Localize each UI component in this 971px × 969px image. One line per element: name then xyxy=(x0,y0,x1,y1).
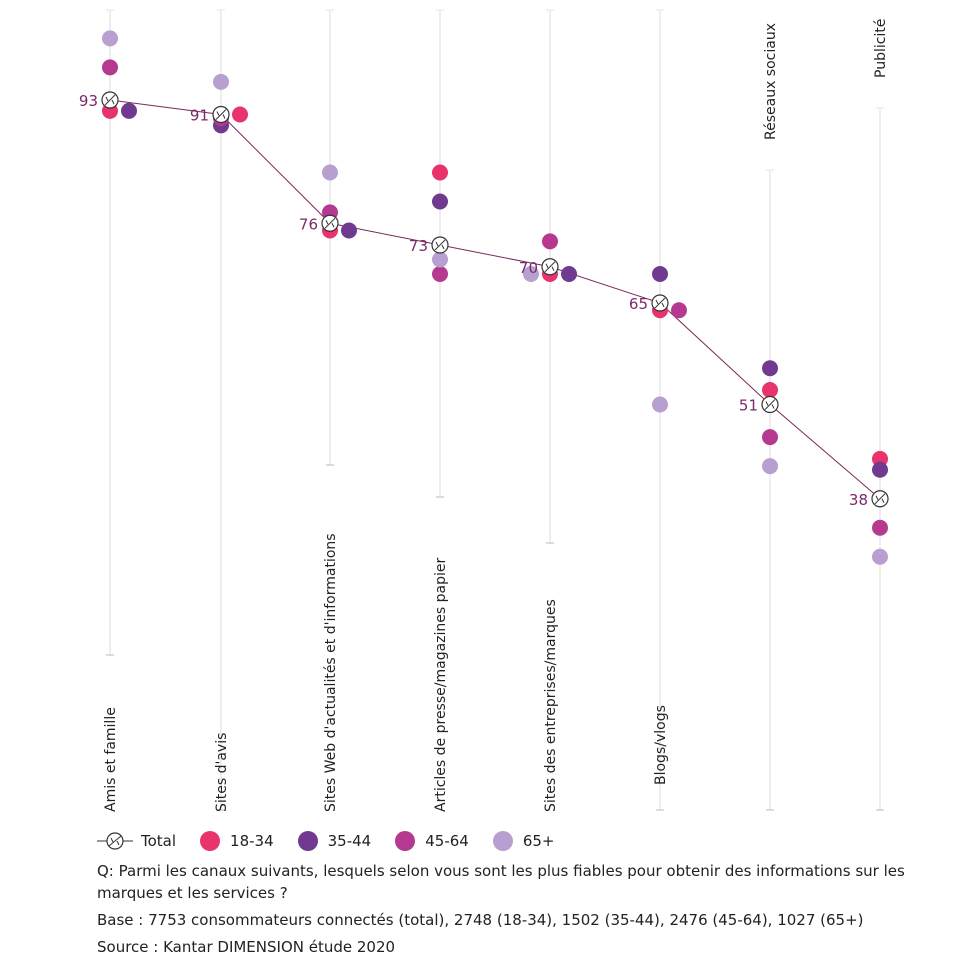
total-value-label: 93 xyxy=(79,92,98,110)
legend-label-18-34: 18-34 xyxy=(230,832,274,850)
data-point-45-64 xyxy=(102,59,118,76)
total-marker-mark xyxy=(654,297,666,309)
legend-swatch-35-44 xyxy=(297,831,318,851)
legend-label-total: Total xyxy=(141,832,177,850)
total-line xyxy=(109,99,881,500)
legend-label-35-44: 35-44 xyxy=(327,832,372,850)
total-value-label: 73 xyxy=(409,237,428,255)
category-label: Sites d'avis xyxy=(214,733,230,812)
total-marker-mark xyxy=(324,217,336,229)
data-point-65-plus xyxy=(523,266,539,282)
data-point-45-64 xyxy=(762,429,778,446)
data-point-18-34 xyxy=(432,164,448,181)
legend-label-45-64: 45-64 xyxy=(425,832,469,850)
total-marker-mark xyxy=(881,498,885,503)
data-point-35-44 xyxy=(652,266,668,282)
total-marker-mark xyxy=(655,299,659,305)
total-marker-mark xyxy=(544,261,556,273)
total-marker-mark xyxy=(661,302,665,308)
total-marker-mark xyxy=(111,99,115,105)
legend-swatch-45-64 xyxy=(395,831,416,851)
total-marker-mark xyxy=(331,223,335,228)
total-value-label: 38 xyxy=(849,491,868,509)
legend-swatch-65-plus xyxy=(492,831,513,851)
data-point-45-64 xyxy=(872,519,888,536)
data-point-35-44 xyxy=(872,461,888,478)
total-marker-mark xyxy=(551,266,555,271)
legend-item-total: Total xyxy=(97,831,176,851)
data-point-65-plus xyxy=(872,548,888,565)
total-marker-mark xyxy=(874,493,886,505)
total-marker-icon xyxy=(97,832,133,850)
total-marker-mark xyxy=(222,114,226,119)
data-point-35-44 xyxy=(341,222,357,239)
category-label: Publicité xyxy=(873,19,889,78)
data-point-45-64 xyxy=(432,266,448,282)
total-value-label: 91 xyxy=(190,107,209,125)
chart-notes: Q: Parmi les canaux suivants, lesquels s… xyxy=(97,860,937,963)
data-point-65-plus xyxy=(213,73,229,90)
survey-base: Base : 7753 consommateurs connectés (tot… xyxy=(97,911,864,929)
data-point-65-plus xyxy=(762,458,778,475)
legend: Total 18-34 35-44 45-64 65+ xyxy=(97,826,578,856)
data-point-45-64 xyxy=(542,233,558,250)
data-point-65-plus xyxy=(652,396,668,413)
data-point-18-34 xyxy=(762,382,778,398)
survey-source: Source : Kantar DIMENSION étude 2020 xyxy=(97,938,396,956)
dot-plot-chart: Amis et famille Sites d'avis Sites Web d'a… xyxy=(79,9,889,812)
category-label: Sites Web d'actualités et d'informations xyxy=(323,533,339,812)
total-marker-mark xyxy=(765,401,769,406)
total-marker-mark xyxy=(215,109,227,120)
category-label: Réseaux sociaux xyxy=(763,23,779,140)
legend-label-65-plus: 65+ xyxy=(522,832,555,850)
category-label: Blogs/vlogs xyxy=(653,705,669,785)
data-point-45-64 xyxy=(671,302,687,319)
total-value-label: 76 xyxy=(299,215,318,233)
total-value-label: 70 xyxy=(519,259,538,277)
total-value-label: 51 xyxy=(739,397,758,415)
data-point-65-plus xyxy=(432,251,448,268)
survey-question: Q: Parmi les canaux suivants, lesquels s… xyxy=(97,862,905,902)
category-label: Sites des entreprises/marques xyxy=(543,599,559,812)
total-value-label: 65 xyxy=(629,295,648,313)
legend-item-35-44: 35-44 xyxy=(297,831,372,851)
total-marker-mark xyxy=(105,96,109,102)
total-marker-mark xyxy=(875,495,879,500)
legend-item-18-34: 18-34 xyxy=(200,831,274,851)
total-marker-mark xyxy=(104,94,116,106)
data-point-18-34 xyxy=(232,106,248,123)
data-point-35-44 xyxy=(561,266,577,282)
total-marker-mark xyxy=(216,111,220,116)
total-marker-mark xyxy=(435,241,439,247)
legend-swatch-18-34 xyxy=(200,831,221,851)
total-marker-mark xyxy=(441,244,445,250)
total-marker-mark xyxy=(325,220,329,225)
data-point-35-44 xyxy=(432,193,448,210)
data-point-65-plus xyxy=(322,164,338,181)
data-point-65-plus xyxy=(102,30,118,47)
legend-item-45-64: 45-64 xyxy=(395,831,469,851)
total-marker-mark xyxy=(771,404,775,409)
category-label: Articles de presse/magazines papier xyxy=(433,558,449,812)
total-marker-mark xyxy=(764,399,776,410)
total-marker-mark xyxy=(434,239,446,251)
data-point-35-44 xyxy=(762,360,778,377)
data-point-35-44 xyxy=(121,102,137,119)
total-marker-mark xyxy=(545,263,549,268)
legend-item-65-plus: 65+ xyxy=(492,831,555,851)
category-label: Amis et famille xyxy=(103,707,119,812)
